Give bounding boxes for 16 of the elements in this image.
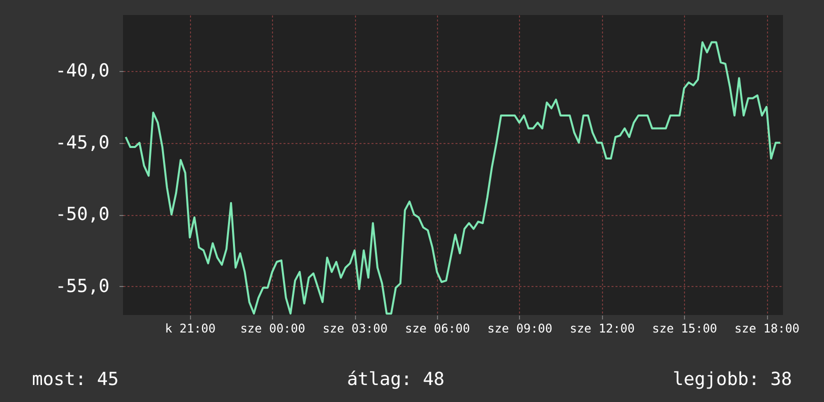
x-tick-label: sze 12:00 [570,322,635,336]
x-tick-label: sze 09:00 [487,322,552,336]
x-tick-label: sze 06:00 [404,322,470,336]
text: legjobb: 38 [672,369,792,390]
text: most: 45 [32,369,119,390]
y-tick-label: -55,0 [55,276,110,297]
x-tick-label: sze 15:00 [652,322,718,336]
y-tick-label: -50,0 [55,204,110,226]
y-tick-label: -40,0 [55,60,110,82]
line-series [124,41,782,315]
x-tick-label: sze 18:00 [734,322,800,336]
text: átlag: 48 [346,369,445,390]
y-tick-label: -45,0 [55,132,110,154]
x-tick-label: sze 03:00 [322,322,388,336]
x-tick-label: sze 00:00 [240,322,306,336]
x-tick-label: k 21:00 [165,322,216,336]
